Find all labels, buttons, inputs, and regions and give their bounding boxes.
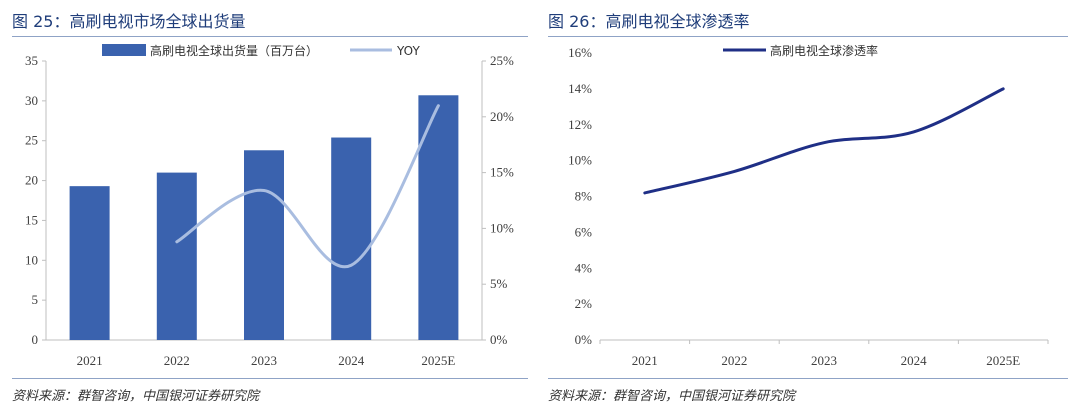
source-divider	[548, 378, 1068, 379]
figure-title: 图 25：高刷电视市场全球出货量	[12, 12, 246, 31]
penetration-chart: 0% 2% 4% 6% 8% 10% 12% 14% 16% 2021 2022 2023 2024 20…	[568, 43, 1049, 368]
y-tick-label-left: 30	[25, 93, 38, 108]
shipment-bar	[69, 186, 110, 340]
y-tick-label: 6%	[575, 224, 593, 239]
y-tick-label: 16%	[568, 45, 592, 60]
y-tick-label: 12%	[568, 117, 592, 132]
y-tick-label-right: 10%	[490, 220, 514, 235]
x-tick-label: 2023	[811, 353, 837, 368]
shipment-chart: 0 5 10 15 20 25 30 35 0% 5% 10% 15% 20% 25% 2021 2022 20…	[25, 43, 514, 368]
shipment-bar	[244, 150, 284, 340]
y-tick-label: 0%	[575, 332, 593, 347]
legend-swatch-bar	[102, 44, 146, 56]
title-divider	[548, 36, 1068, 37]
x-tick-label: 2022	[721, 353, 747, 368]
x-tick-label: 2021	[77, 353, 103, 368]
x-tick-label: 2023	[251, 353, 277, 368]
y-tick-label-right: 15%	[490, 165, 514, 180]
shipment-bar	[331, 137, 372, 340]
shipment-bar	[156, 172, 197, 340]
y-tick-label-right: 5%	[490, 276, 508, 291]
source-divider	[12, 378, 528, 379]
y-tick-label-left: 20	[25, 173, 38, 188]
yoy-line	[175, 104, 440, 269]
x-tick-label: 2021	[632, 353, 658, 368]
legend-label-bar: 高刷电视全球出货量（百万台）	[150, 43, 318, 58]
y-tick-label: 10%	[568, 153, 592, 168]
x-tick-label: 2025E	[986, 353, 1020, 368]
legend-label-line: YOY	[396, 44, 420, 58]
source-note: 资料来源：群智咨询，中国银河证券研究院	[12, 389, 260, 404]
y-tick-label: 8%	[575, 189, 593, 204]
y-tick-label-right: 0%	[490, 332, 508, 347]
y-tick-label-left: 10	[25, 252, 38, 267]
figure-26-panel: 图 26：高刷电视全球渗透率 0% 2% 4% 6% 8% 10% 12% 14% 16% 202…	[548, 0, 1068, 412]
y-tick-label: 4%	[575, 260, 593, 275]
title-divider	[12, 36, 528, 37]
legend-label-line: 高刷电视全球渗透率	[770, 43, 878, 58]
y-tick-label-left: 0	[32, 332, 39, 347]
shipment-bar	[418, 95, 459, 340]
x-tick-label: 2024	[338, 353, 365, 368]
y-tick-label-right: 20%	[490, 109, 514, 124]
x-tick-label: 2024	[901, 353, 928, 368]
figure-title: 图 26：高刷电视全球渗透率	[548, 12, 750, 31]
source-note: 资料来源：群智咨询，中国银河证券研究院	[548, 389, 796, 404]
y-tick-label: 14%	[568, 81, 592, 96]
y-tick-label-left: 15	[25, 212, 38, 227]
y-tick-label-left: 5	[32, 292, 39, 307]
y-tick-label-left: 25	[25, 133, 38, 148]
x-tick-label: 2025E	[421, 353, 455, 368]
penetration-line	[643, 87, 1005, 195]
y-tick-label-right: 25%	[490, 53, 514, 68]
y-tick-label: 2%	[575, 296, 593, 311]
figure-25-panel: 图 25：高刷电视市场全球出货量 0 5 10 15 20 25 30 35 0% 5% 10% 15…	[12, 0, 528, 412]
y-tick-label-left: 35	[25, 53, 38, 68]
x-tick-label: 2022	[164, 353, 190, 368]
